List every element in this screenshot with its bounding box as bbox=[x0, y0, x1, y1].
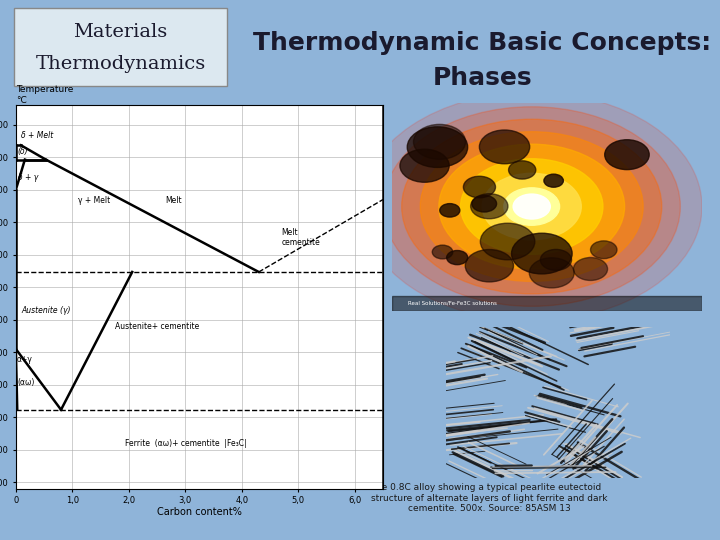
Text: Temperature
°C: Temperature °C bbox=[16, 85, 73, 105]
Circle shape bbox=[440, 204, 460, 217]
Text: Materials: Materials bbox=[73, 23, 168, 40]
Circle shape bbox=[508, 161, 536, 179]
Circle shape bbox=[408, 127, 468, 167]
Circle shape bbox=[461, 159, 603, 254]
Circle shape bbox=[402, 119, 662, 294]
Text: Ferrite  (αω)+ cementite  |Fe₃C|: Ferrite (αω)+ cementite |Fe₃C| bbox=[125, 440, 246, 448]
Circle shape bbox=[540, 249, 572, 271]
Circle shape bbox=[472, 195, 497, 212]
Text: γ + Melt: γ + Melt bbox=[78, 196, 110, 205]
Text: Thermodynamics: Thermodynamics bbox=[35, 56, 206, 73]
Circle shape bbox=[413, 124, 466, 159]
Text: δ + Melt: δ + Melt bbox=[22, 131, 54, 140]
Circle shape bbox=[544, 174, 563, 187]
Circle shape bbox=[573, 258, 608, 280]
Circle shape bbox=[464, 176, 495, 198]
Text: Phases: Phases bbox=[433, 66, 532, 90]
Circle shape bbox=[529, 258, 575, 288]
FancyBboxPatch shape bbox=[14, 8, 227, 86]
Circle shape bbox=[432, 245, 453, 259]
Text: Fe 0.8C alloy showing a typical pearlite eutectoid
structure of alternate layers: Fe 0.8C alloy showing a typical pearlite… bbox=[372, 483, 608, 513]
Text: (αω): (αω) bbox=[17, 377, 35, 387]
Circle shape bbox=[480, 130, 530, 164]
Circle shape bbox=[400, 149, 449, 183]
Text: Melt
cementite: Melt cementite bbox=[282, 228, 320, 247]
Circle shape bbox=[361, 92, 702, 321]
Text: α+γ: α+γ bbox=[17, 355, 33, 364]
Text: Austenite+ cementite: Austenite+ cementite bbox=[115, 322, 199, 332]
Text: Melt: Melt bbox=[166, 196, 182, 205]
Circle shape bbox=[605, 140, 649, 170]
Bar bbox=[392, 296, 702, 310]
Circle shape bbox=[513, 194, 550, 219]
Circle shape bbox=[465, 249, 513, 282]
Circle shape bbox=[471, 194, 508, 219]
Circle shape bbox=[511, 233, 572, 274]
Circle shape bbox=[504, 188, 559, 225]
Circle shape bbox=[420, 132, 643, 281]
Text: Austenite (γ): Austenite (γ) bbox=[22, 306, 71, 315]
Text: Real Solutions/Fe-Fe3C solutions: Real Solutions/Fe-Fe3C solutions bbox=[408, 301, 497, 306]
Circle shape bbox=[480, 223, 535, 260]
X-axis label: Carbon content%: Carbon content% bbox=[157, 507, 242, 517]
Circle shape bbox=[590, 241, 617, 259]
Text: Thermodynamic Basic Concepts:: Thermodynamic Basic Concepts: bbox=[253, 31, 711, 55]
Circle shape bbox=[383, 107, 680, 306]
Text: (δ): (δ) bbox=[17, 147, 27, 156]
Circle shape bbox=[439, 144, 625, 269]
Circle shape bbox=[482, 173, 581, 240]
Circle shape bbox=[446, 251, 468, 265]
Text: δ + γ: δ + γ bbox=[18, 173, 38, 182]
